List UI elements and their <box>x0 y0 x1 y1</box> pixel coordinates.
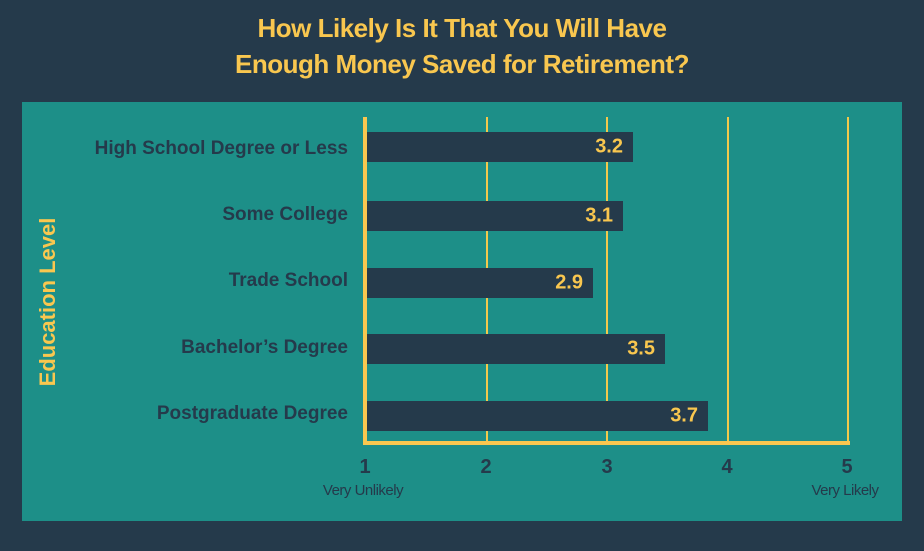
x-tick-annotation-high: Very Likely <box>811 482 879 499</box>
category-label: Trade School <box>228 270 348 291</box>
x-axis-line <box>363 441 850 445</box>
gridline <box>727 117 729 443</box>
x-tick-label: 5 <box>841 456 853 478</box>
category-label: Some College <box>222 204 348 225</box>
bar-value-label: 3.1 <box>585 204 613 227</box>
bar-value-label: 3.5 <box>627 337 655 360</box>
gridline <box>606 117 608 443</box>
bar: 3.7 <box>367 401 708 431</box>
bar-value-label: 2.9 <box>555 271 583 294</box>
category-label: High School Degree or Less <box>94 138 348 159</box>
x-tick-annotation-low: Very Unlikely <box>322 482 404 499</box>
y-axis-label: Education Level <box>35 217 60 387</box>
chart-title: How Likely Is It That You Will Have Enou… <box>0 10 924 82</box>
bar: 3.5 <box>367 334 665 364</box>
y-axis-line <box>363 117 367 445</box>
bar: 2.9 <box>367 268 593 298</box>
category-label: Bachelor’s Degree <box>181 337 348 358</box>
bar-value-label: 3.7 <box>670 404 698 427</box>
x-tick-label: 1 <box>359 456 371 478</box>
bar: 3.1 <box>367 201 623 231</box>
chart-title-line-1: How Likely Is It That You Will Have <box>257 13 667 43</box>
chart-panel <box>22 102 902 521</box>
x-tick-label: 2 <box>480 456 492 478</box>
x-tick-label: 3 <box>601 456 613 478</box>
bar-value-label: 3.2 <box>595 135 623 158</box>
bar: 3.2 <box>367 132 633 162</box>
gridline <box>847 117 849 443</box>
category-label: Postgraduate Degree <box>156 403 348 424</box>
chart-title-line-2: Enough Money Saved for Retirement? <box>235 49 689 79</box>
x-tick-label: 4 <box>721 456 733 478</box>
